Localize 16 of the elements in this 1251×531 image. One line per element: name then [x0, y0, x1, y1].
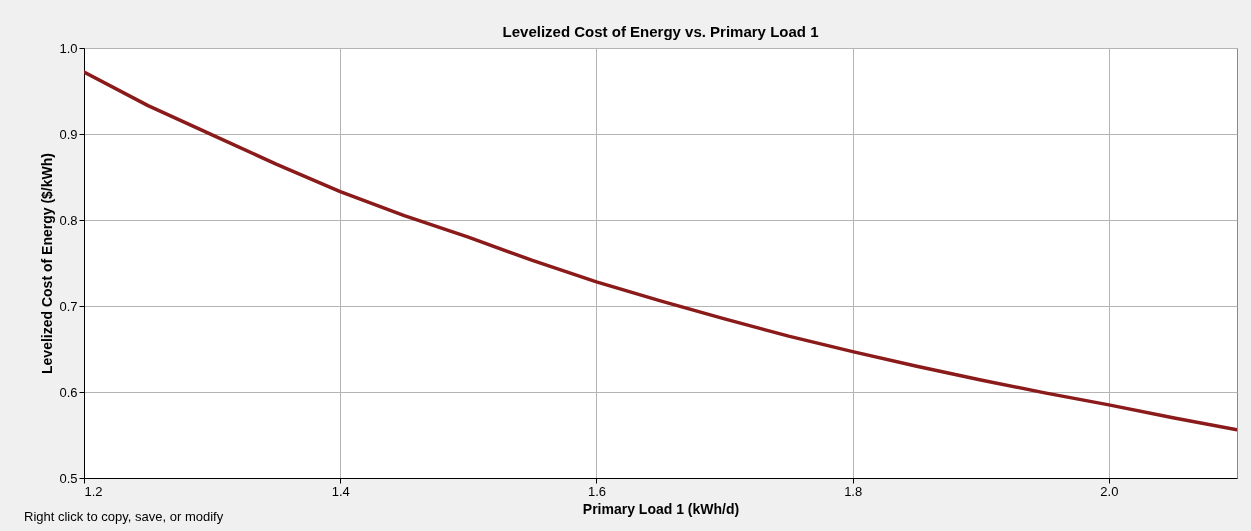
y-tick-label: 0.9: [59, 126, 78, 142]
x-axis-title: Primary Load 1 (kWh/d): [582, 500, 740, 517]
y-tick-label: 0.5: [59, 470, 78, 486]
x-tick-label: 1.4: [331, 483, 350, 499]
y-tick-label: 0.6: [59, 384, 78, 400]
x-tick-label: 1.8: [844, 483, 863, 499]
text: Right click to copy, save, or modify: [24, 509, 224, 524]
line-series: [84, 70, 1237, 432]
y-axis-title: Levelized Cost of Energy ($/kWh): [39, 153, 56, 374]
y-tick-label: 0.8: [59, 212, 78, 228]
y-tick-label: 0.7: [59, 298, 78, 314]
y-tick-label: 1.0: [59, 40, 78, 56]
x-tick-label: 2.0: [1100, 483, 1119, 499]
x-tick-label: 1.6: [587, 483, 606, 499]
chart-title: Levelized Cost of Energy vs. Primary Load 1: [502, 23, 819, 40]
x-tick-label: 1.2: [84, 483, 103, 499]
